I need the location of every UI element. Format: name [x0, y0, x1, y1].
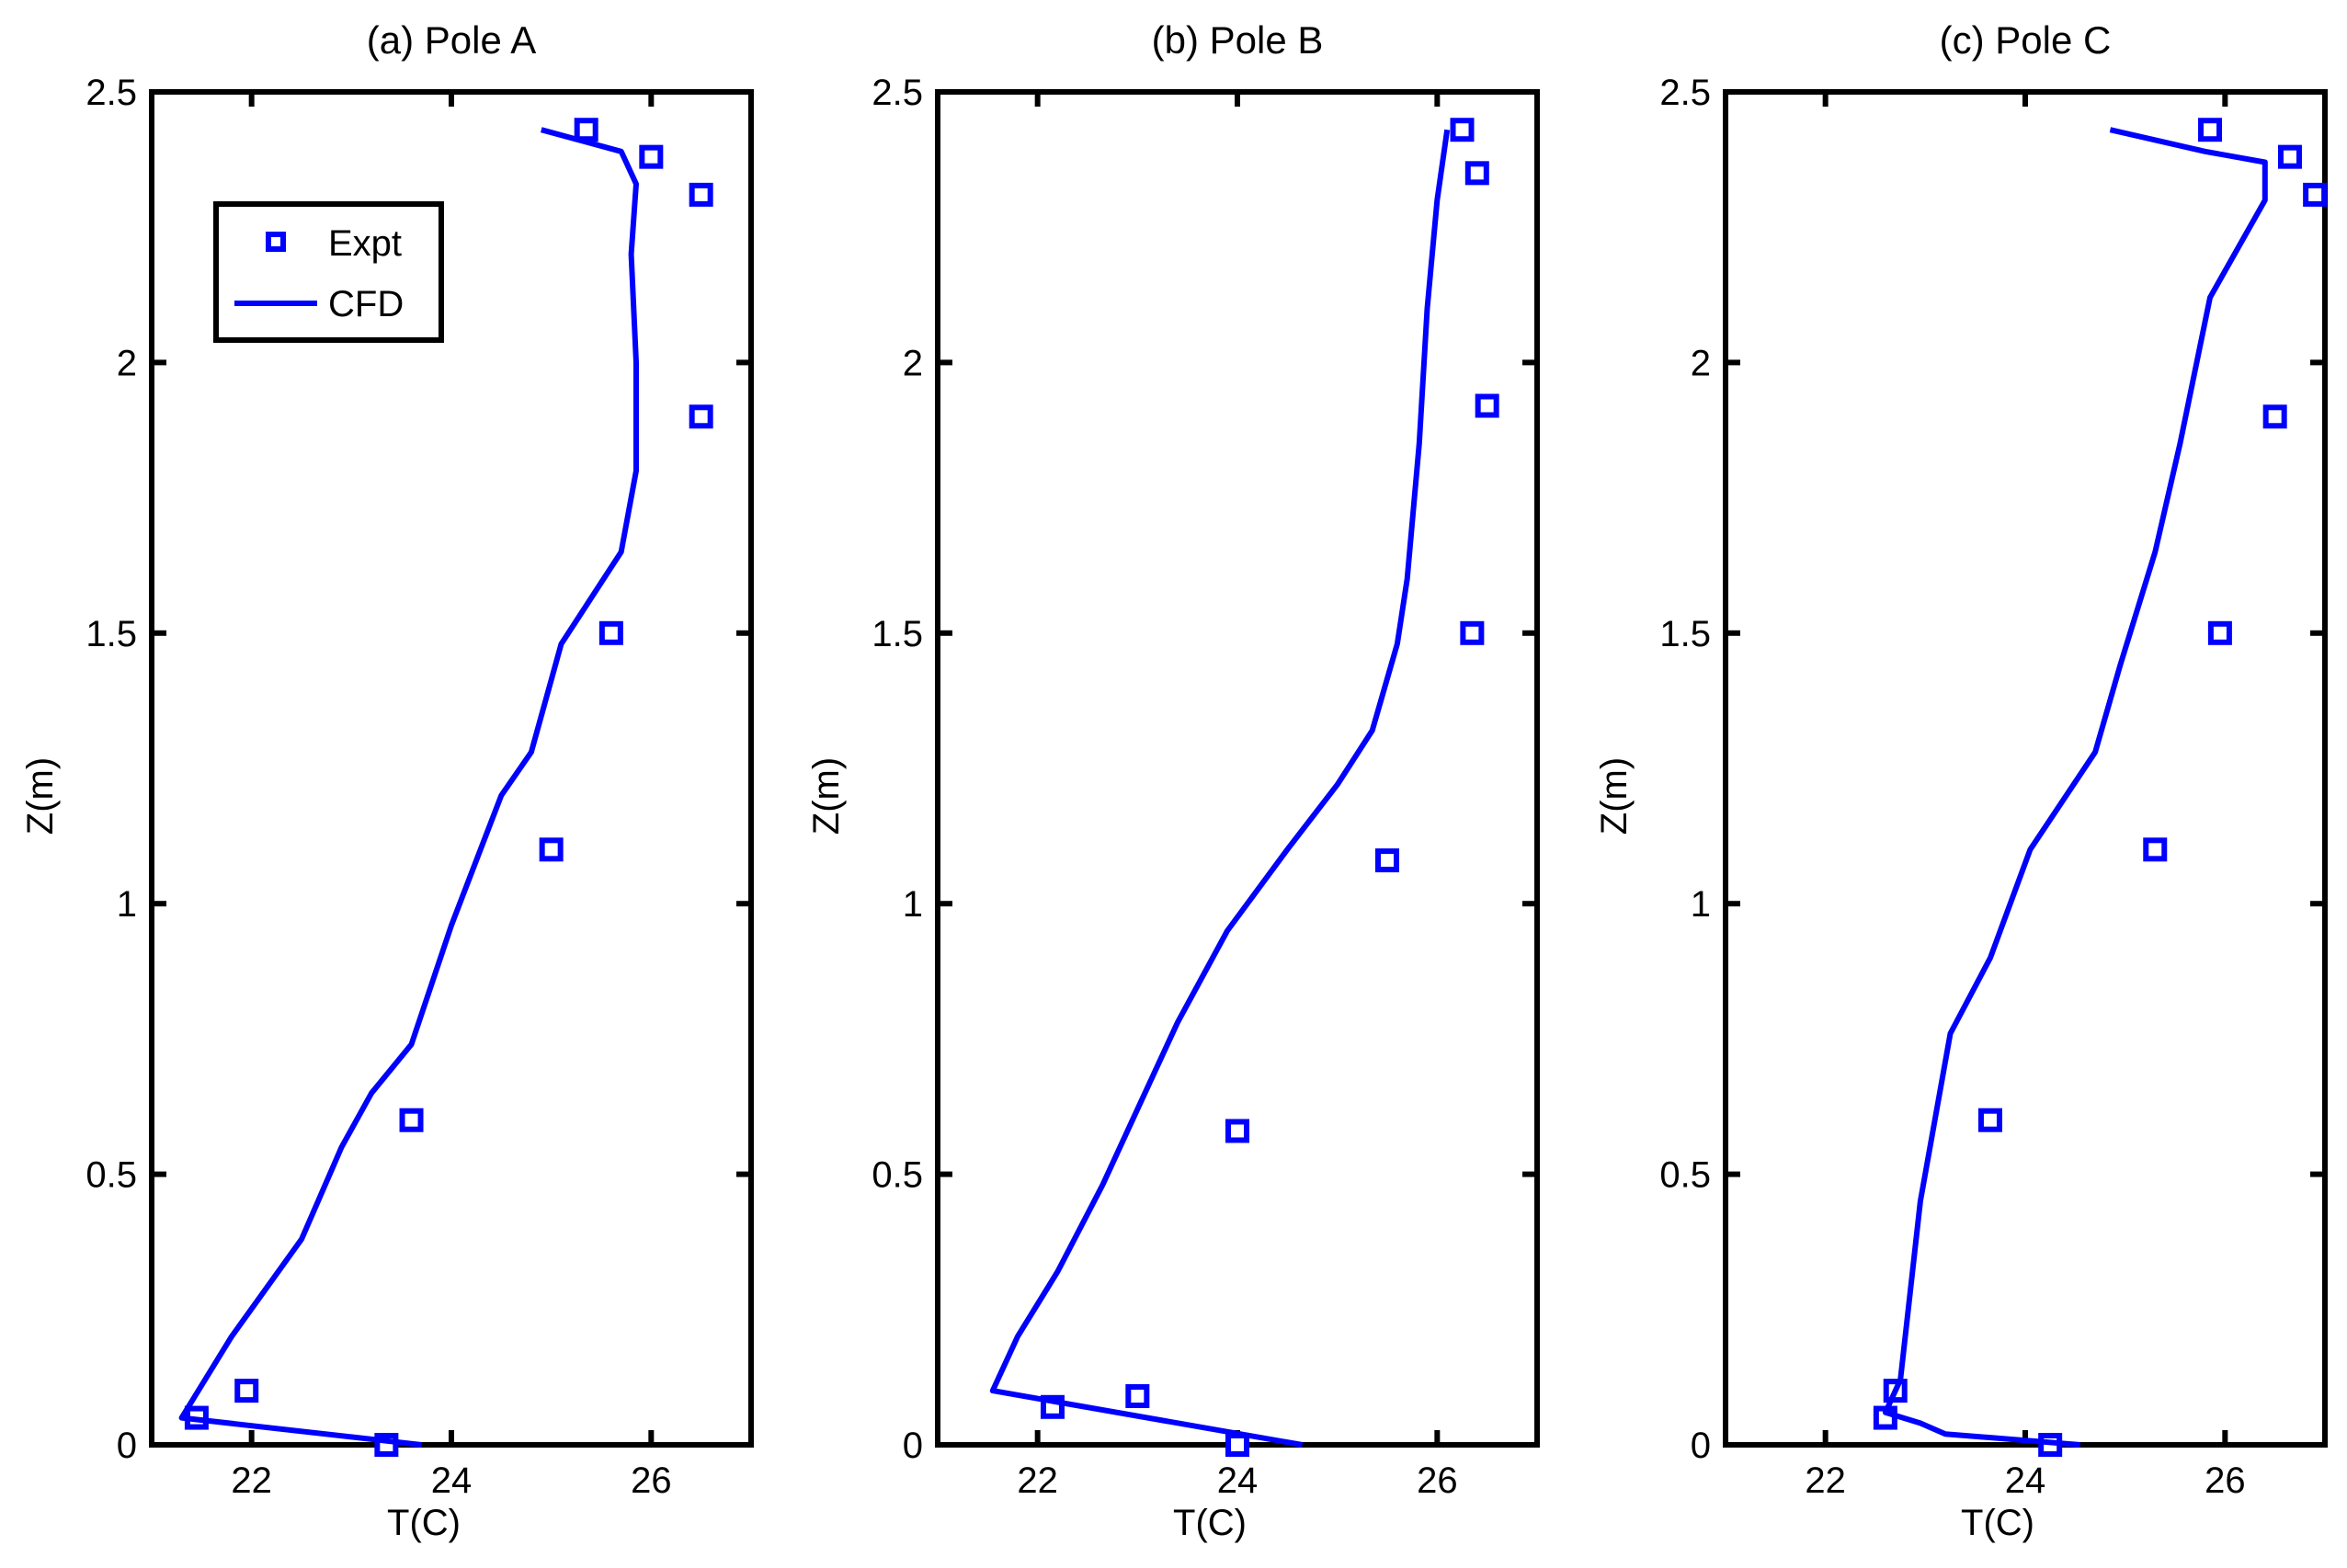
expt-point — [574, 118, 598, 142]
y-tick-label: 2.5 — [85, 73, 137, 113]
x-tick-label: 26 — [2205, 1460, 2246, 1501]
expt-point — [1450, 118, 1475, 142]
expt-point — [2143, 837, 2168, 862]
legend-label-expt: Expt — [328, 223, 402, 264]
expt-point — [2198, 118, 2223, 142]
y-axis-label: Z(m) — [806, 757, 847, 835]
chart-panels: (a) Pole A22 24 2600.511.522.5T(C)Z(m)Expt… — [20, 18, 2328, 1543]
y-axis-label: Z(m) — [20, 757, 61, 835]
expt-point — [539, 837, 564, 862]
cfd-line — [1882, 127, 2268, 1448]
x-axis-label: T(C) — [1961, 1503, 2034, 1543]
y-axis-label: Z(m) — [1594, 757, 1635, 835]
expt-point — [1460, 620, 1485, 645]
x-tick-label: 24 — [431, 1460, 473, 1501]
y-tick-label: 1.5 — [1659, 614, 1711, 654]
chart-panel-3: (c) Pole C 22 24 26 0 0.5 1 1.5 2 2.5 T(C) Z(m) — [1594, 18, 2328, 1543]
chart-panel-1: (a) Pole A 22 24 26 0 0.5 1 1.5 2 2.5 T(C) Z(m) Expt… — [20, 18, 754, 1543]
chart-title: (c) Pole C — [1940, 18, 2112, 62]
x-tick-label: 24 — [2005, 1460, 2046, 1501]
expt-point — [689, 182, 713, 207]
legend-marker-expt — [266, 232, 286, 252]
expt-point — [2303, 182, 2328, 207]
legend: Expt CFD — [213, 201, 444, 343]
y-tick-label: 1.5 — [872, 614, 923, 654]
x-tick-label: 26 — [631, 1460, 672, 1501]
chart-title: (a) Pole A — [367, 18, 536, 62]
y-tick-label: 1 — [117, 884, 137, 925]
y-tick-label: 0.5 — [1659, 1155, 1711, 1196]
x-tick-label: 24 — [1217, 1460, 1259, 1501]
y-tick-label: 1.5 — [85, 614, 137, 654]
legend-box — [213, 201, 444, 343]
x-tick-label: 22 — [1017, 1460, 1058, 1501]
y-tick-label: 0 — [117, 1426, 137, 1466]
y-tick-label: 1 — [903, 884, 923, 925]
chart-panel-2: (b) Pole B 22 24 26 0 0.5 1 1.5 2 2.5 T(C) Z(m) — [806, 18, 1540, 1543]
legend-label-cfd: CFD — [328, 284, 404, 324]
y-tick-label: 2 — [903, 343, 923, 383]
y-tick-label: 1 — [1691, 884, 1711, 925]
expt-point — [399, 1108, 424, 1132]
expt-point — [1977, 1108, 2002, 1132]
expt-point — [1475, 393, 1499, 418]
x-axis-label: T(C) — [1173, 1503, 1247, 1543]
x-tick-label: 26 — [1417, 1460, 1458, 1501]
expt-point — [1225, 1119, 1249, 1143]
expt-point — [1125, 1384, 1150, 1409]
expt-point — [1225, 1433, 1249, 1457]
expt-point — [2207, 620, 2232, 645]
y-tick-label: 2.5 — [1659, 73, 1711, 113]
x-axis-label: T(C) — [387, 1503, 461, 1543]
expt-point — [234, 1379, 259, 1403]
expt-point — [2262, 404, 2287, 429]
y-tick-label: 0.5 — [85, 1155, 137, 1196]
x-tick-label: 22 — [231, 1460, 272, 1501]
expt-point — [689, 404, 713, 429]
expt-point — [1375, 848, 1399, 873]
x-tick-label: 22 — [1805, 1460, 1846, 1501]
y-tick-label: 0.5 — [872, 1155, 923, 1196]
expt-point — [2277, 144, 2302, 169]
y-tick-label: 2 — [117, 343, 137, 383]
y-tick-label: 2 — [1691, 343, 1711, 383]
cfd-line — [178, 127, 639, 1448]
y-tick-label: 0 — [1691, 1426, 1711, 1466]
cfd-line — [989, 129, 1451, 1448]
y-tick-label: 2.5 — [872, 73, 923, 113]
chart-title: (b) Pole B — [1152, 18, 1324, 62]
expt-point — [1464, 161, 1489, 186]
expt-point — [598, 620, 623, 645]
y-tick-label: 0 — [903, 1426, 923, 1466]
expt-point — [639, 144, 664, 169]
